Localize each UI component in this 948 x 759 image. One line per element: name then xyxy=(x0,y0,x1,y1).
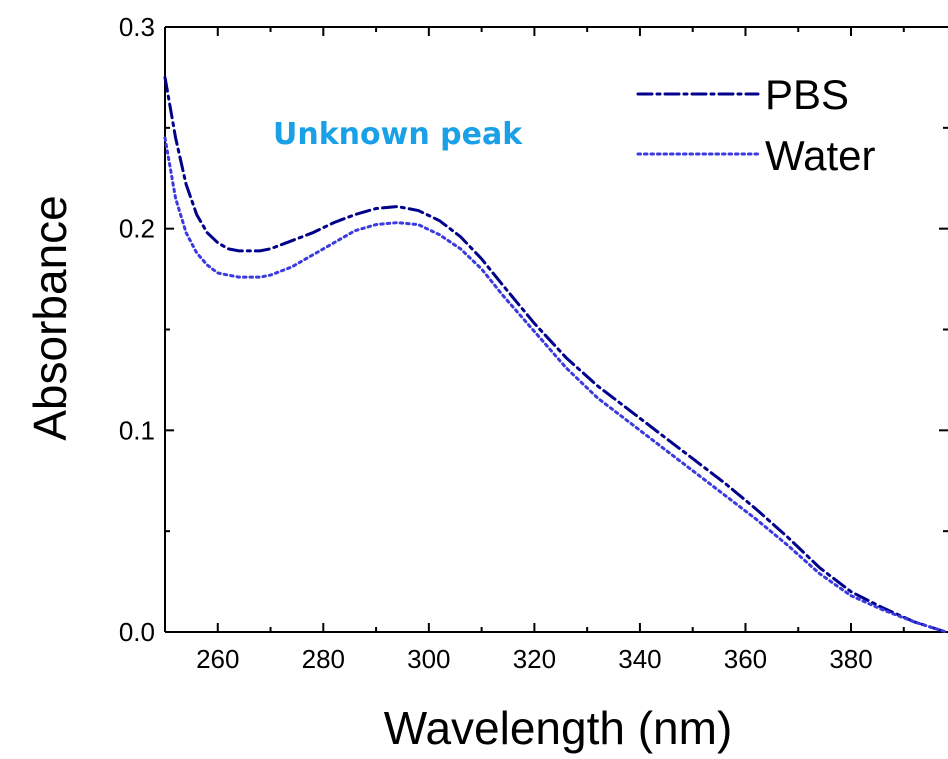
legend-label-pbs: PBS xyxy=(765,71,849,118)
y-tick-label: 0.1 xyxy=(119,415,155,445)
y-axis-title: Absorbance xyxy=(24,195,76,441)
y-tick-label: 0.3 xyxy=(119,12,155,42)
x-tick-label: 280 xyxy=(302,644,345,674)
x-tick-label: 360 xyxy=(724,644,767,674)
series-line-water xyxy=(163,136,948,634)
y-tick-label: 0.0 xyxy=(119,617,155,647)
y-tick-label: 0.2 xyxy=(119,214,155,244)
x-tick-label: 300 xyxy=(407,644,450,674)
x-tick-label: 260 xyxy=(196,644,239,674)
series-layer xyxy=(163,75,948,634)
y-axis-ticks: 0.0 0.1 0.2 0.3 xyxy=(119,12,948,647)
unknown-peak-annotation: Unknown peak xyxy=(273,117,523,152)
x-axis-ticks: 260 280 300 320 340 360 380 xyxy=(196,27,905,674)
legend: PBS Water xyxy=(636,71,875,179)
legend-label-water: Water xyxy=(765,132,875,179)
x-tick-label: 340 xyxy=(618,644,661,674)
x-tick-label: 380 xyxy=(829,644,872,674)
x-axis-title: Wavelength (nm) xyxy=(384,702,733,754)
x-tick-label: 320 xyxy=(513,644,556,674)
series-line-pbs xyxy=(163,75,948,634)
